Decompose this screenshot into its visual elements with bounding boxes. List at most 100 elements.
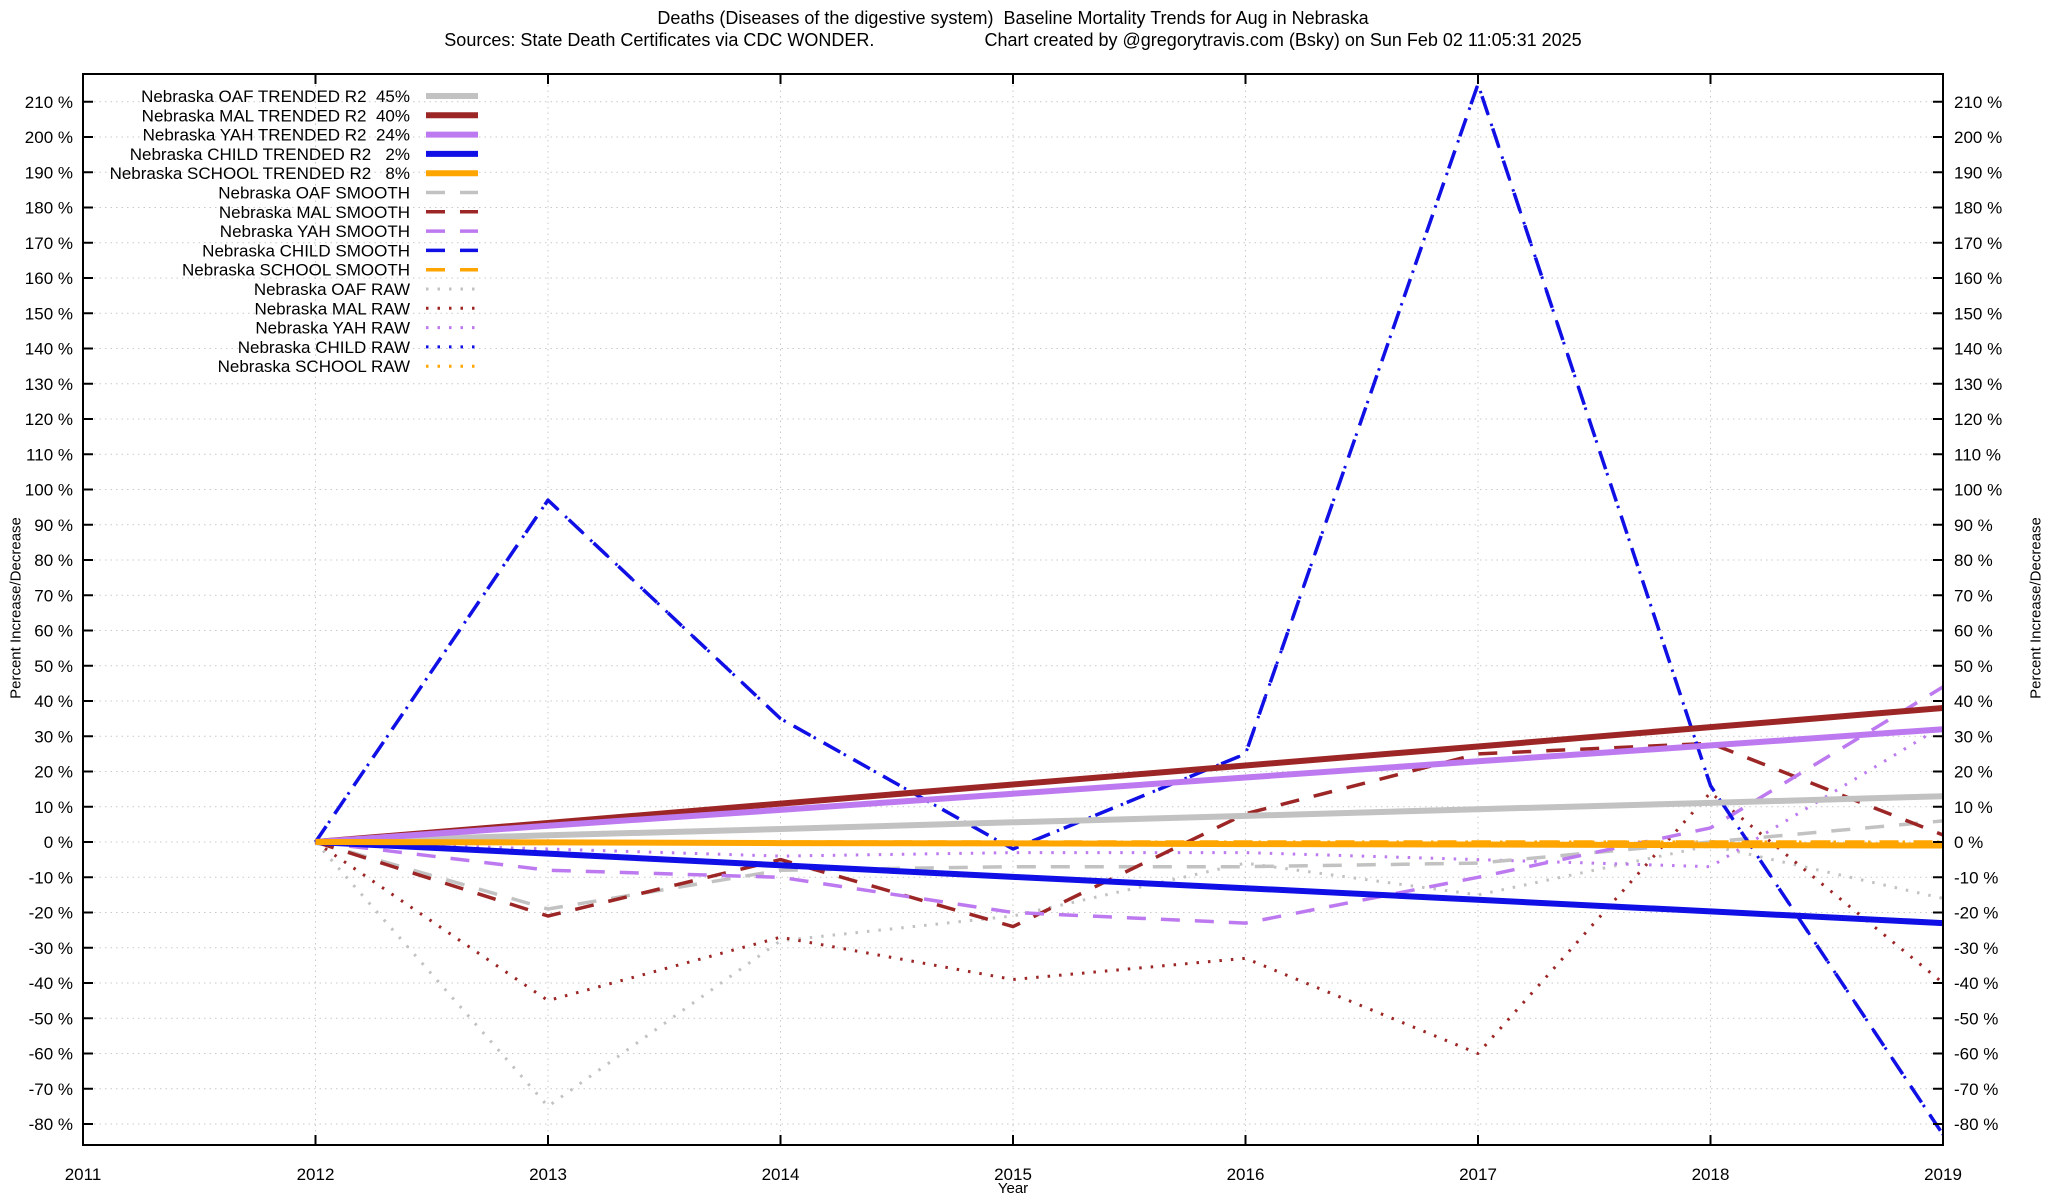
y-tick-label-right: -50 % [1954,1009,1998,1028]
series-line-nebraska-mal-smooth [314,741,1943,929]
chart-title: Deaths (Diseases of the digestive system… [657,8,1369,28]
series-line-nebraska-yah-trended [315,726,1943,845]
y-tick-label-left: 50 % [34,657,73,676]
y-tick-label-left: 160 % [25,269,73,288]
legend-entry-nebraska-oaf-trended: Nebraska OAF TRENDED R2 45% [141,87,478,106]
x-tick-label: 2017 [1459,1165,1497,1184]
legend-label: Nebraska OAF SMOOTH [218,184,410,203]
y-tick-label-left: -60 % [29,1045,73,1064]
legend: Nebraska OAF TRENDED R2 45%Nebraska MAL … [110,87,478,376]
legend-entry-nebraska-child-raw: Nebraska CHILD RAW [238,338,478,357]
y-tick-label-right: -70 % [1954,1080,1998,1099]
y-tick-label-left: 30 % [34,727,73,746]
y-tick-label-right: 190 % [1954,163,2002,182]
y-tick-label-left: 210 % [25,93,73,112]
legend-label: Nebraska CHILD SMOOTH [202,241,410,260]
y-tick-label-right: 130 % [1954,375,2002,394]
x-axis-label: Year [997,1180,1029,1197]
series-line-nebraska-school-trended [315,839,1943,849]
legend-label: Nebraska YAH SMOOTH [220,222,410,241]
legend-label: Nebraska OAF RAW [254,280,410,299]
legend-label: Nebraska SCHOOL TRENDED R2 8% [110,164,410,183]
y-tick-label-left: -20 % [29,904,73,923]
legend-entry-nebraska-oaf-raw: Nebraska OAF RAW [254,280,478,299]
y-tick-label-right: 100 % [1954,481,2002,500]
legend-label: Nebraska YAH TRENDED R2 24% [143,126,410,145]
y-tick-label-left: 130 % [25,375,73,394]
y-tick-label-right: 170 % [1954,234,2002,253]
x-tick-label: 2013 [529,1165,567,1184]
plot-border-ticks [82,73,1944,1146]
y-tick-label-right: 120 % [1954,410,2002,429]
y-tick-label-left: 190 % [25,163,73,182]
y-tick-label-left: -10 % [29,868,73,887]
y-tick-label-left: 150 % [25,304,73,323]
y-tick-label-left: 120 % [25,410,73,429]
y-tick-label-right: 60 % [1954,622,1993,641]
legend-label: Nebraska SCHOOL RAW [218,357,410,376]
legend-label: Nebraska CHILD RAW [238,338,410,357]
y-tick-label-left: 80 % [34,551,73,570]
x-tick-label: 2015 [994,1165,1032,1184]
y-tick-label-right: 180 % [1954,199,2002,218]
y-tick-label-left: 90 % [34,516,73,535]
tick-labels: -80 % -80 % -70 % -70 % -60 % -60 % -50 % -50 %… [25,93,2002,1184]
y-tick-label-left: 170 % [25,234,73,253]
series-line-nebraska-oaf-raw [314,841,1943,1108]
legend-entry-nebraska-child-smooth: Nebraska CHILD SMOOTH [202,241,478,260]
series-line-nebraska-yah-smooth [315,685,1943,925]
x-tick-label: 2014 [762,1165,800,1184]
y-tick-label-right: 140 % [1954,340,2002,359]
legend-label: Nebraska SCHOOL SMOOTH [182,261,410,280]
y-tick-label-left: 10 % [34,798,73,817]
legend-entry-nebraska-mal-raw: Nebraska MAL RAW [254,299,478,318]
legend-entry-nebraska-school-trended: Nebraska SCHOOL TRENDED R2 8% [110,164,478,183]
chart-subtitle: Sources: State Death Certificates via CD… [444,30,1582,50]
y-tick-label-left: 110 % [26,445,73,464]
legend-entry-nebraska-yah-smooth: Nebraska YAH SMOOTH [220,222,478,241]
x-tick-label: 2012 [297,1165,335,1184]
legend-entry-nebraska-yah-raw: Nebraska YAH RAW [255,319,478,338]
y-tick-label-right: -60 % [1954,1045,1998,1064]
y-tick-label-left: 40 % [34,692,73,711]
y-tick-label-left: -40 % [29,974,73,993]
y-tick-label-right: 30 % [1954,727,1993,746]
series-line-nebraska-oaf-trended [315,793,1943,845]
series-line-nebraska-child-smooth [314,82,1943,1136]
y-tick-label-right: 90 % [1954,516,1993,535]
y-tick-label-right: 10 % [1954,798,1993,817]
y-tick-label-right: 200 % [1954,128,2002,147]
y-tick-label-left: 70 % [34,586,73,605]
legend-entry-nebraska-oaf-smooth: Nebraska OAF SMOOTH [218,184,478,203]
y-tick-label-left: 180 % [25,199,73,218]
legend-entry-nebraska-mal-trended: Nebraska MAL TRENDED R2 40% [142,106,478,125]
legend-label: Nebraska YAH RAW [255,319,410,338]
y-tick-label-right: -80 % [1954,1115,1998,1134]
y-tick-label-left: -50 % [29,1009,73,1028]
y-tick-label-left: 20 % [34,763,73,782]
y-tick-label-right: -40 % [1954,974,1998,993]
x-tick-label: 2018 [1692,1165,1730,1184]
y-tick-label-left: 60 % [34,622,73,641]
y-tick-label-right: 110 % [1954,445,2001,464]
y-tick-label-left: 200 % [25,128,73,147]
legend-entry-nebraska-mal-smooth: Nebraska MAL SMOOTH [219,203,478,222]
legend-entry-nebraska-school-smooth: Nebraska SCHOOL SMOOTH [182,261,478,280]
x-tick-label: 2019 [1924,1165,1962,1184]
x-tick-label: 2011 [65,1165,102,1184]
y-tick-label-right: 50 % [1954,657,1993,676]
legend-label: Nebraska MAL RAW [254,299,410,318]
y-tick-label-left: 140 % [25,340,73,359]
y-tick-label-left: 100 % [25,481,73,500]
legend-label: Nebraska MAL TRENDED R2 40% [142,106,410,125]
y-tick-label-right: 20 % [1954,763,1993,782]
y-tick-label-right: -30 % [1954,939,1998,958]
y-tick-label-left: -80 % [29,1115,73,1134]
legend-entry-nebraska-child-trended: Nebraska CHILD TRENDED R2 2% [130,145,478,164]
y-tick-label-right: 80 % [1954,551,1993,570]
legend-label: Nebraska MAL SMOOTH [219,203,410,222]
legend-label: Nebraska CHILD TRENDED R2 2% [130,145,410,164]
y-tick-label-left: 0 % [44,833,73,852]
